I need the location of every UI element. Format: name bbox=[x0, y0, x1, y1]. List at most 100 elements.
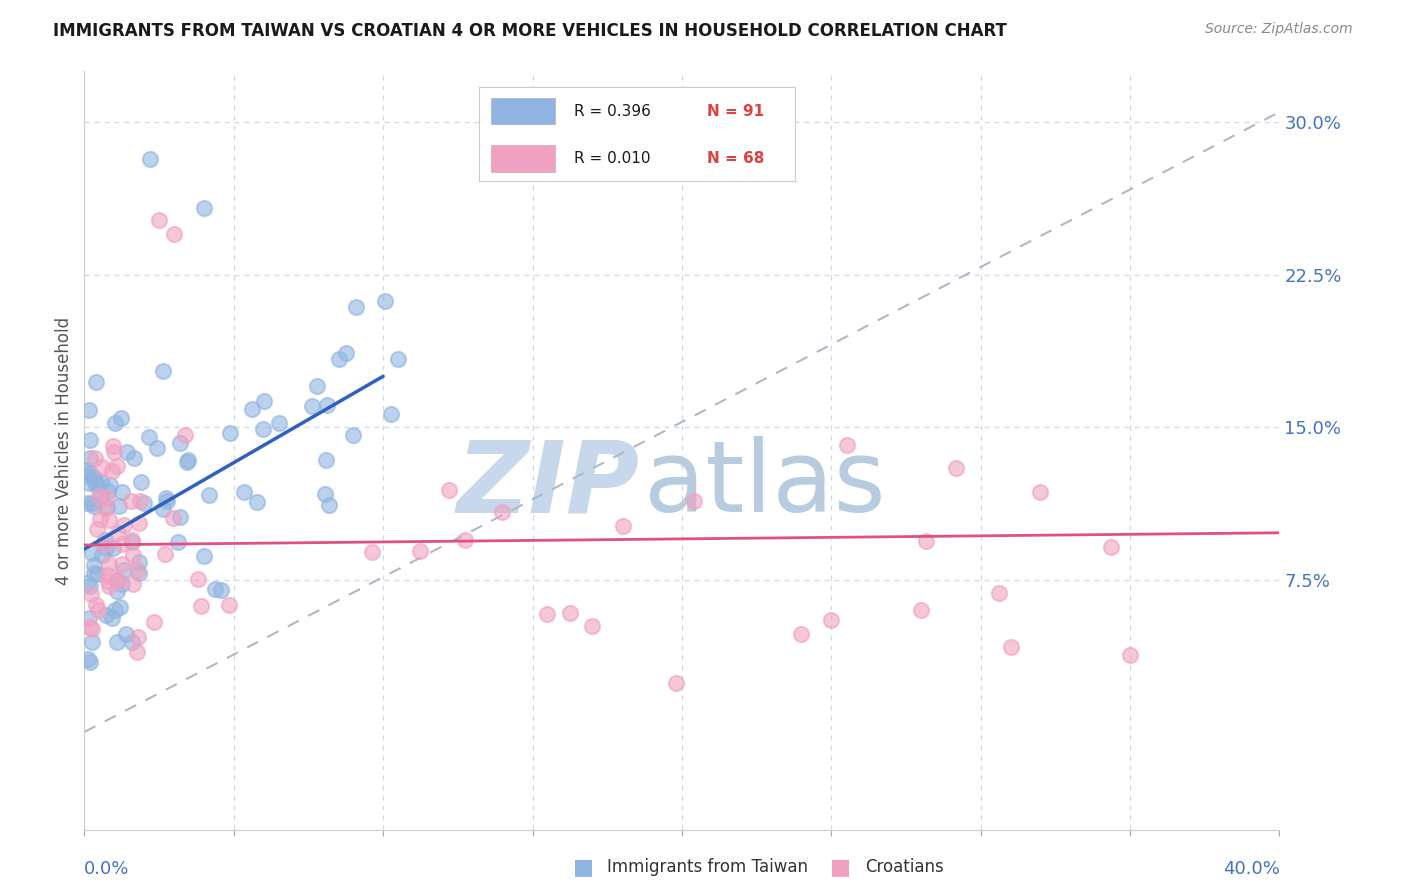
Text: 40.0%: 40.0% bbox=[1223, 860, 1279, 878]
Point bbox=[581, 619, 603, 633]
Point bbox=[90, 548, 112, 562]
Point bbox=[128, 516, 150, 530]
Point bbox=[127, 563, 149, 577]
Point bbox=[94, 500, 117, 515]
Point bbox=[76, 496, 98, 510]
Point bbox=[101, 610, 124, 624]
Point bbox=[176, 455, 198, 469]
Point bbox=[910, 603, 932, 617]
Point bbox=[76, 463, 98, 477]
Point bbox=[87, 603, 110, 617]
Point bbox=[94, 533, 117, 547]
Point bbox=[209, 582, 232, 597]
Point bbox=[558, 606, 581, 620]
Text: ZIP: ZIP bbox=[457, 436, 640, 533]
Point bbox=[409, 544, 432, 558]
Point bbox=[82, 496, 104, 510]
Point bbox=[86, 522, 108, 536]
Point bbox=[252, 422, 274, 436]
Point bbox=[107, 499, 129, 513]
Point bbox=[374, 293, 396, 308]
Point bbox=[121, 533, 143, 547]
Point bbox=[107, 574, 129, 588]
Point bbox=[132, 496, 155, 510]
Text: ■: ■ bbox=[831, 857, 851, 877]
Point bbox=[315, 398, 337, 412]
Point bbox=[1000, 640, 1022, 654]
Point bbox=[79, 620, 101, 634]
Point bbox=[111, 557, 134, 571]
Point bbox=[915, 533, 938, 548]
Point bbox=[79, 579, 101, 593]
Point bbox=[84, 478, 107, 492]
Point bbox=[163, 227, 186, 241]
Point bbox=[315, 452, 337, 467]
Point bbox=[173, 427, 195, 442]
Point bbox=[97, 557, 120, 571]
Point bbox=[790, 627, 813, 641]
Point bbox=[121, 549, 143, 563]
Point bbox=[97, 484, 120, 499]
Point bbox=[107, 525, 129, 540]
Point bbox=[104, 603, 127, 617]
Point bbox=[177, 452, 200, 467]
Text: Source: ZipAtlas.com: Source: ZipAtlas.com bbox=[1205, 22, 1353, 37]
Point bbox=[83, 558, 105, 573]
Point bbox=[198, 488, 221, 502]
Point bbox=[301, 399, 323, 413]
Point bbox=[111, 537, 134, 551]
Point bbox=[314, 487, 336, 501]
Point bbox=[121, 577, 143, 591]
Text: atlas: atlas bbox=[644, 436, 886, 533]
Point bbox=[129, 475, 152, 490]
Point bbox=[127, 645, 149, 659]
Point bbox=[90, 489, 112, 503]
Point bbox=[86, 566, 108, 581]
Point bbox=[83, 499, 105, 513]
Point bbox=[683, 493, 706, 508]
Point bbox=[167, 534, 190, 549]
Point bbox=[665, 676, 688, 690]
Point bbox=[193, 201, 215, 215]
Point bbox=[79, 476, 101, 491]
Point bbox=[84, 598, 107, 612]
Point bbox=[536, 607, 558, 621]
Point bbox=[142, 615, 165, 630]
Point bbox=[491, 505, 513, 519]
Point bbox=[152, 502, 174, 516]
Point bbox=[246, 495, 269, 509]
Point bbox=[104, 416, 127, 430]
Point bbox=[83, 566, 105, 580]
Point bbox=[80, 586, 103, 600]
Point bbox=[837, 437, 859, 451]
Point bbox=[79, 433, 101, 447]
Point bbox=[269, 416, 291, 430]
Point bbox=[820, 613, 842, 627]
Point bbox=[112, 517, 135, 532]
Point bbox=[204, 582, 226, 597]
Point bbox=[169, 436, 191, 450]
Text: Immigrants from Taiwan: Immigrants from Taiwan bbox=[607, 858, 808, 876]
Point bbox=[193, 549, 215, 563]
Point bbox=[103, 444, 125, 458]
Point bbox=[105, 635, 128, 649]
Point bbox=[121, 635, 143, 649]
Point bbox=[219, 425, 242, 440]
Point bbox=[342, 427, 364, 442]
Point bbox=[233, 485, 256, 500]
Point bbox=[80, 623, 103, 637]
Text: ■: ■ bbox=[574, 857, 593, 877]
Point bbox=[437, 483, 460, 497]
Text: IMMIGRANTS FROM TAIWAN VS CROATIAN 4 OR MORE VEHICLES IN HOUSEHOLD CORRELATION C: IMMIGRANTS FROM TAIWAN VS CROATIAN 4 OR … bbox=[53, 22, 1007, 40]
Point bbox=[105, 573, 128, 587]
Point bbox=[612, 519, 634, 533]
Point bbox=[90, 475, 112, 490]
Point bbox=[307, 379, 329, 393]
Point bbox=[153, 547, 176, 561]
Point bbox=[328, 351, 350, 366]
Point bbox=[218, 598, 240, 612]
Point bbox=[1029, 485, 1052, 500]
Point bbox=[187, 572, 209, 586]
Text: 0.0%: 0.0% bbox=[84, 860, 129, 878]
Point bbox=[169, 510, 191, 524]
